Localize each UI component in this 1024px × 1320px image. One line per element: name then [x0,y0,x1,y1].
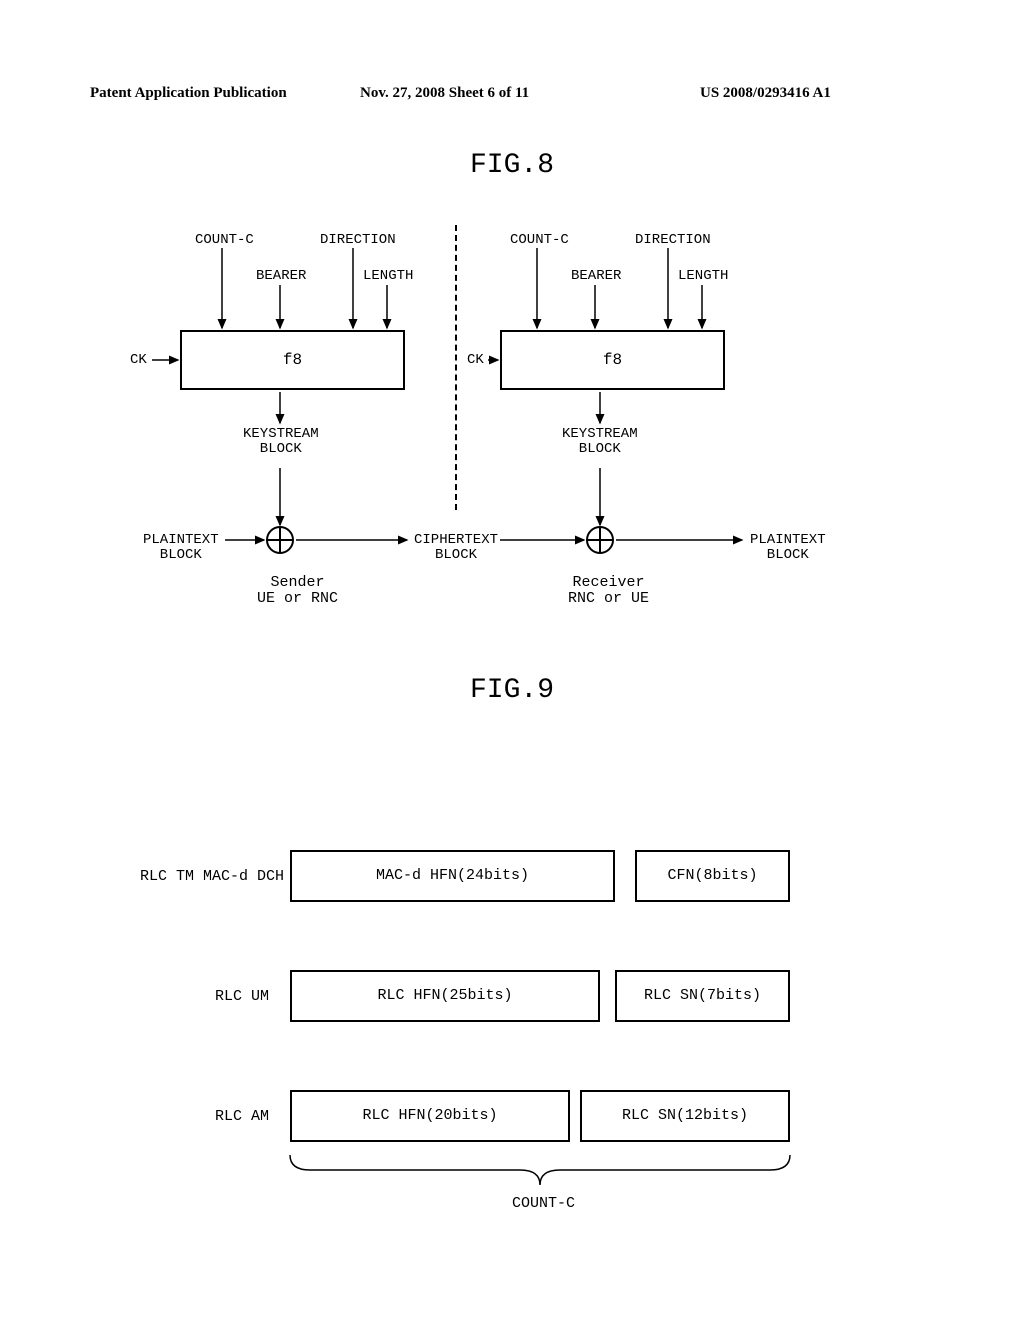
fig8-receiver-ck: CK [467,352,484,368]
fig8-sender-direction: DIRECTION [320,232,396,248]
fig9-row2-left: RLC HFN(20bits) [290,1090,570,1142]
fig8-receiver-countc: COUNT-C [510,232,569,248]
fig8-receiver-label: Receiver RNC or UE [568,575,649,607]
fig8-ciphertext: CIPHERTEXT BLOCK [414,533,498,563]
fig8-sender-bearer: BEARER [256,268,306,284]
fig9-row0-right: CFN(8bits) [635,850,790,902]
fig9-row1-label: RLC UM [215,988,269,1005]
fig9-row1-right: RLC SN(7bits) [615,970,790,1022]
fig8-sender-f8-box: f8 [180,330,405,390]
fig8-receiver-length: LENGTH [678,268,728,284]
fig9-row2-right: RLC SN(12bits) [580,1090,790,1142]
fig8-receiver-f8-box: f8 [500,330,725,390]
fig8-receiver-plaintext: PLAINTEXT BLOCK [750,533,826,563]
fig8-sender-keystream: KEYSTREAM BLOCK [243,427,319,457]
fig8-receiver-keystream: KEYSTREAM BLOCK [562,427,638,457]
fig8-sender-label: Sender UE or RNC [257,575,338,607]
fig9-brace-label: COUNT-C [512,1195,575,1212]
header-right: US 2008/0293416 A1 [700,85,831,102]
fig8-receiver-direction: DIRECTION [635,232,711,248]
fig9-row2-label: RLC AM [215,1108,269,1125]
header-left: Patent Application Publication [90,85,287,102]
fig8-divider [455,225,457,510]
fig9-row0-left: MAC-d HFN(24bits) [290,850,615,902]
fig9-row1-left: RLC HFN(25bits) [290,970,600,1022]
fig8-title: FIG.8 [0,150,1024,181]
fig8-sender-length: LENGTH [363,268,413,284]
fig9-title: FIG.9 [0,675,1024,706]
fig8-receiver-bearer: BEARER [571,268,621,284]
fig9-row0-label: RLC TM MAC-d DCH [140,868,284,885]
fig8-sender-plaintext: PLAINTEXT BLOCK [143,533,219,563]
header-center: Nov. 27, 2008 Sheet 6 of 11 [360,85,529,102]
fig8-sender-countc: COUNT-C [195,232,254,248]
fig8-sender-ck: CK [130,352,147,368]
